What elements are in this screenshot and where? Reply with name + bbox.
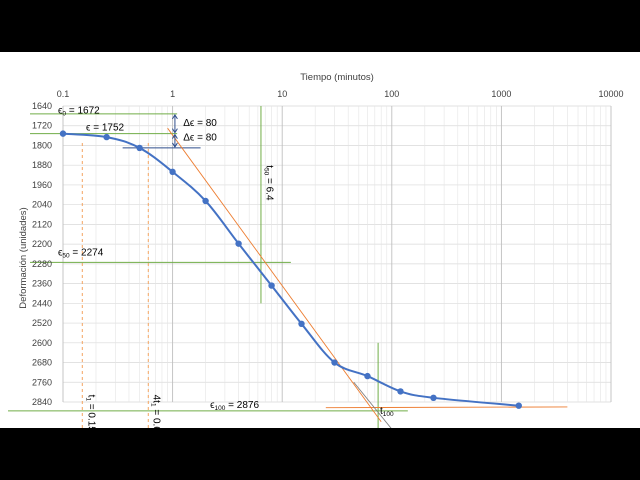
y-tick-label: 2360 (32, 279, 52, 289)
e100-label: ϵ100 = 2876 (210, 400, 259, 412)
x-tick-label: 0.1 (57, 89, 70, 99)
t50-label: t50 = 6.4 (263, 165, 275, 201)
chart-area: 1640 1720 1800 1880 1960 2040 2120 2200 2280 2360… (0, 52, 640, 428)
y-tick-label: 2760 (32, 377, 52, 387)
delta-e-label-1: Δϵ = 80 (183, 118, 217, 129)
delta-arrow-2-head-bottom (171, 142, 178, 148)
x-tick-label: 10000 (598, 89, 623, 99)
y-tick-label: 2040 (32, 200, 52, 210)
delta-arrow-1-head-top (171, 113, 178, 120)
data-point (430, 394, 437, 402)
y-tick-label: 2120 (32, 219, 52, 229)
y-tick-label: 1800 (32, 140, 52, 150)
y-tick-label: 1960 (32, 180, 52, 190)
x-axis-title: Tiempo (minutos) (300, 72, 374, 83)
y-tick-label: 2840 (32, 397, 52, 407)
y-tick-label: 2280 (32, 259, 52, 269)
tick-labels: 1640 1720 1800 1880 1960 2040 2120 2200 2280 2360… (32, 89, 624, 407)
data-point (59, 130, 67, 137)
y-tick-label: 1880 (32, 160, 52, 170)
data-point (169, 168, 176, 176)
e1-label: ϵ = 1752 (86, 123, 125, 134)
t1-label: t1 = 0.15 (84, 395, 96, 428)
data-point (364, 372, 371, 380)
flat-tangent-line (325, 406, 568, 409)
guide-lines (8, 106, 568, 428)
delta-arrow-2-head-top (171, 133, 178, 139)
y-tick-label: 2600 (32, 338, 52, 348)
4t1-label: 4t1 = 0.60 (150, 395, 162, 428)
y-tick-label: 2200 (32, 239, 52, 249)
data-point (298, 320, 305, 328)
y-tick-label: 2440 (32, 298, 52, 308)
x-tick-label: 1 (170, 89, 175, 99)
data-point (202, 197, 209, 205)
e0-label: ϵ0 = 1672 (58, 105, 100, 117)
e50-label: ϵ50 = 2274 (58, 247, 104, 259)
tangent-extension-line (353, 381, 392, 428)
steep-tangent-line (167, 127, 382, 422)
y-tick-label: 2520 (32, 318, 52, 328)
y-tick-label: 2680 (32, 358, 52, 368)
y-axis-title: Deformación (unidades) (18, 207, 29, 308)
data-point (331, 359, 338, 366)
data-point (397, 388, 404, 395)
t100-label: t100 (380, 406, 394, 418)
data-point (268, 282, 275, 289)
data-point (515, 402, 522, 409)
data-point (136, 144, 143, 152)
consolidation-chart: 1640 1720 1800 1880 1960 2040 2120 2200 2280 2360… (8, 72, 624, 428)
x-tick-label: 10 (277, 89, 287, 99)
y-tick-label: 1640 (32, 101, 52, 111)
delta-arrow-1-head-bottom (171, 128, 178, 134)
data-point (103, 133, 110, 141)
data-series (59, 130, 522, 409)
data-point (235, 240, 242, 247)
delta-e-label-2: Δϵ = 80 (183, 132, 217, 143)
y-tick-label: 1720 (32, 121, 52, 131)
x-tick-label: 1000 (491, 89, 511, 99)
annotations: ϵ0 = 1672 ϵ = 1752 Δϵ = 80 Δϵ = 80 ϵ50 = 227… (58, 105, 394, 428)
x-tick-label: 100 (384, 89, 399, 99)
series-line (62, 132, 519, 407)
